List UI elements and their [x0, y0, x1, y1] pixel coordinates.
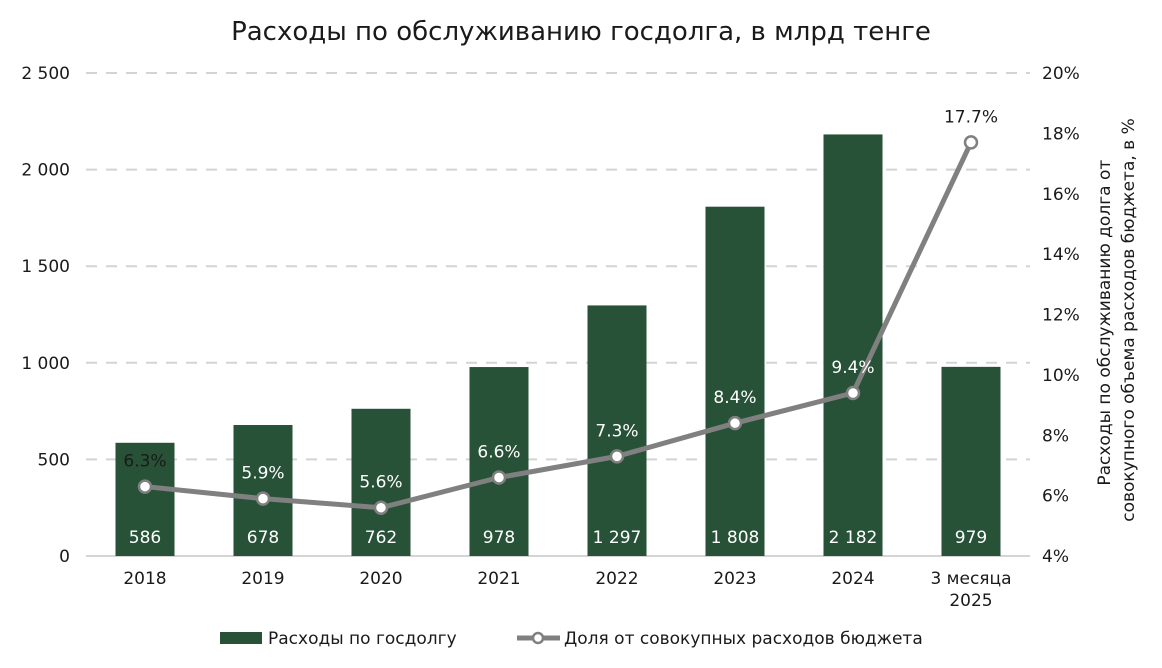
bar-value-label: 762 [365, 528, 397, 548]
right-axis-title-line-1: Расходы по обслуживанию долга от [1095, 160, 1115, 486]
line-value-label: 6.6% [477, 443, 520, 463]
bar-value-label: 979 [955, 528, 987, 548]
legend-bar-swatch [220, 632, 262, 644]
bar [941, 366, 1001, 556]
line-value-label: 8.4% [713, 388, 756, 408]
line-value-label: 5.9% [241, 464, 284, 484]
left-tick-label: 2 000 [21, 161, 70, 181]
left-tick-label: 500 [38, 450, 70, 470]
left-tick-label: 1 500 [21, 257, 70, 277]
bar [469, 367, 529, 556]
line-value-label: 7.3% [595, 421, 638, 441]
bar [823, 134, 883, 556]
bar [587, 305, 647, 556]
bar [705, 206, 765, 556]
category-label: 2024 [831, 569, 874, 589]
chart-title: Расходы по обслуживанию госдолга, в млрд… [231, 17, 931, 47]
bar [233, 425, 293, 556]
bar-value-label: 1 297 [593, 528, 642, 548]
category-label: 2020 [359, 569, 402, 589]
category-label: 3 месяца [930, 569, 1011, 589]
line-point [137, 479, 153, 494]
right-axis-title-line-2: совокупного объема расходов бюджета, в % [1119, 118, 1139, 521]
line-point [963, 135, 979, 150]
bar-value-label: 678 [247, 528, 279, 548]
right-tick-label: 14% [1042, 245, 1080, 265]
category-label: 2023 [713, 569, 756, 589]
right-tick-label: 18% [1042, 124, 1080, 144]
left-tick-label: 1 000 [21, 354, 70, 374]
line-value-label: 17.7% [944, 107, 998, 127]
right-tick-label: 8% [1042, 426, 1069, 446]
line-point [609, 449, 625, 464]
right-tick-label: 6% [1042, 487, 1069, 507]
bar [351, 408, 411, 556]
bar-value-label: 978 [483, 528, 515, 548]
right-tick-label: 20% [1042, 64, 1080, 84]
line-point [373, 500, 389, 515]
bar [115, 442, 175, 556]
category-label: 2021 [477, 569, 520, 589]
category-label: 2022 [595, 569, 638, 589]
right-tick-label: 4% [1042, 547, 1069, 567]
legend: Расходы по госдолгу Доля от совокупных р… [220, 629, 923, 649]
category-label: 2025 [949, 591, 992, 611]
category-label: 2019 [241, 569, 284, 589]
legend-line-label: Доля от совокупных расходов бюджета [564, 629, 923, 649]
right-tick-label: 10% [1042, 366, 1080, 386]
line-path [144, 141, 974, 511]
line-point [845, 385, 861, 401]
legend-line-marker [531, 631, 545, 645]
right-axis-title: Расходы по обслуживанию долга от совокуп… [1095, 118, 1139, 521]
bar-series: 586 678 762 978 1 297 1 808 2 182 979 [115, 134, 1001, 556]
bar-value-label: 586 [129, 528, 161, 548]
right-axis-ticks: 4% 6% 8% 10% 12% 14% 16% 18% 20% [1042, 64, 1080, 567]
line-series: 6.3% 5.9% 5.6% 6.6% 7.3% 8.4% 9.4% 17.7% [123, 107, 998, 515]
left-tick-label: 2 500 [21, 64, 70, 84]
right-tick-label: 12% [1042, 306, 1080, 326]
line-value-label: 6.3% [123, 452, 166, 472]
bar-value-label: 1 808 [711, 528, 760, 548]
right-tick-label: 16% [1042, 185, 1080, 205]
legend-bar-label: Расходы по госдолгу [268, 629, 457, 649]
left-tick-label: 0 [59, 547, 70, 567]
bar-value-label: 2 182 [829, 528, 878, 548]
line-value-label: 9.4% [831, 358, 874, 378]
line-point [255, 491, 271, 506]
line-point [727, 415, 743, 431]
line-value-label: 5.6% [359, 473, 402, 493]
left-axis-ticks: 0 500 1 000 1 500 2 000 2 500 [21, 64, 70, 567]
line-point [491, 470, 507, 485]
category-label: 2018 [123, 569, 166, 589]
